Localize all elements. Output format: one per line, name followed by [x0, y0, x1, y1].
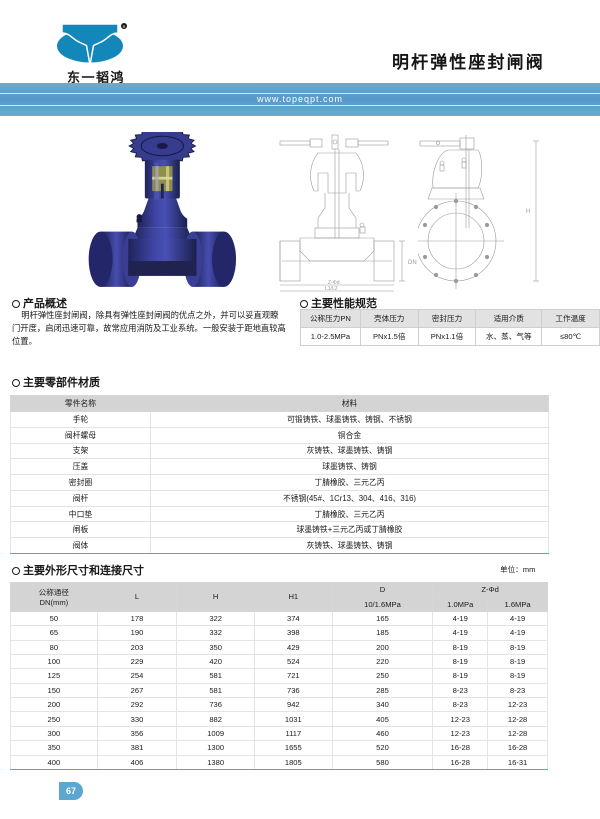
svg-text:L1/L2: L1/L2	[325, 286, 338, 292]
svg-text:R: R	[123, 25, 126, 29]
svg-text:H: H	[526, 209, 530, 215]
svg-text:DN: DN	[408, 260, 417, 266]
